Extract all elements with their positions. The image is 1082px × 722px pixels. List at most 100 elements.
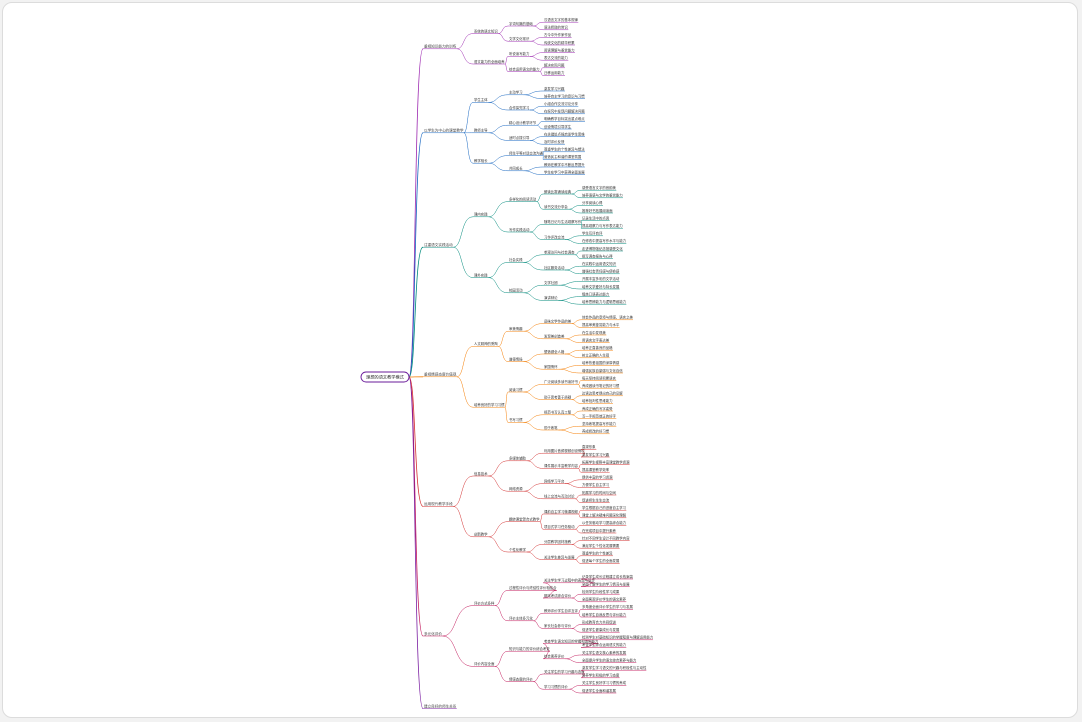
topic-node[interactable]: 知识与能力的评价综合考查 xyxy=(508,646,550,652)
topic-node[interactable]: 古今中外作家作品 xyxy=(543,32,572,38)
topic-node[interactable]: 培养良好的学习习惯 xyxy=(473,402,505,408)
topic-node[interactable]: 课前自主学习微课视频 xyxy=(543,509,579,515)
topic-node[interactable]: 记录学生成长过程建立成长档案袋 xyxy=(581,574,633,580)
topic-node[interactable]: 迁移运用能力 xyxy=(543,70,565,76)
topic-node[interactable]: 个性化教学 xyxy=(508,547,527,553)
topic-node[interactable]: 利用图片音频视频创设情境 xyxy=(543,448,585,454)
topic-node[interactable]: 记录生活中的点滴 xyxy=(581,215,610,221)
topic-node[interactable]: 增强社会责任感与使命感 xyxy=(581,269,620,275)
topic-node[interactable]: 精心设计教学环节 xyxy=(508,120,537,126)
topic-node[interactable]: 全面提升学生的语文综合素养与能力 xyxy=(581,657,637,663)
topic-node[interactable]: 激发学生学习兴趣 xyxy=(581,452,610,458)
topic-node[interactable]: 养成正确的写字姿势 xyxy=(581,406,613,412)
topic-node[interactable]: 综合素养评价 xyxy=(543,654,565,660)
topic-node[interactable]: 教师在教学中不断反思提升 xyxy=(543,162,585,168)
topic-node[interactable]: 边读边思考提出自己的见解 xyxy=(581,391,623,397)
topic-node[interactable]: 勤于思考善于质疑 xyxy=(543,394,572,400)
topic-node[interactable]: 促进每个学生的全面发展 xyxy=(581,558,620,564)
topic-node[interactable]: 阅读理解与鉴赏能力 xyxy=(543,47,575,53)
topic-node[interactable]: 促进学生全面和谐发展 xyxy=(581,688,617,694)
topic-node[interactable]: 情感态度的评价 xyxy=(508,676,533,682)
topic-node[interactable]: 激发学习兴趣 xyxy=(543,86,565,92)
topic-node[interactable]: 树立正确的人生观 xyxy=(581,353,610,359)
topic-node[interactable]: 分层教学因材施教 xyxy=(543,539,572,545)
topic-node[interactable]: 多角度全面评价学生的学习与发展 xyxy=(581,604,633,610)
topic-node[interactable]: 网络学习平台 xyxy=(543,478,565,484)
topic-node[interactable]: 检测学生对基础知识的掌握程度与理解运用能力 xyxy=(581,635,654,641)
topic-node[interactable]: 听说读写能力 xyxy=(508,51,530,57)
topic-node[interactable]: 共同成长 xyxy=(508,166,524,172)
topic-node[interactable]: 在实践中运用语文知识 xyxy=(581,261,617,267)
topic-node[interactable]: 小组合作交流讨论分享 xyxy=(543,101,579,107)
topic-node[interactable]: 培养语感与文学的鉴赏能力 xyxy=(581,193,623,199)
topic-node[interactable]: 在修改中提高写作水平与能力 xyxy=(581,238,627,244)
topic-node[interactable]: 表达交流的能力 xyxy=(543,55,568,61)
root-topic[interactable]: 理想的语文教学模式 xyxy=(360,371,410,383)
topic-node[interactable]: 重视情感态度价值观 xyxy=(423,372,457,378)
topic-node[interactable]: 注重语文实践活动 xyxy=(423,242,454,248)
topic-node[interactable]: 习作评改交流 xyxy=(543,234,565,240)
topic-node[interactable]: 项目式学习任务驱动 xyxy=(543,524,575,530)
topic-node[interactable]: 用语言文字表达美 xyxy=(581,337,610,343)
topic-node[interactable]: 全面了解学生的学习情况与发展 xyxy=(581,581,630,587)
topic-node[interactable]: 提高课堂教学效率 xyxy=(581,467,610,473)
topic-node[interactable]: 信息技术 xyxy=(473,471,489,477)
topic-node[interactable]: 建立良好的师生关系 xyxy=(423,703,457,709)
topic-node[interactable]: 道德情操 xyxy=(508,356,524,362)
topic-node[interactable]: 评价主体多元化 xyxy=(508,616,533,622)
topic-node[interactable]: 翻转课堂混合式教学 xyxy=(508,516,540,522)
topic-node[interactable]: 关注学生良好学习习惯的养成 xyxy=(581,680,627,686)
topic-node[interactable]: 品味文学作品的美 xyxy=(543,318,572,324)
topic-node[interactable]: 形成教育合力共同促进 xyxy=(581,619,617,625)
topic-node[interactable]: 方便学生自主学习 xyxy=(581,482,610,488)
topic-node[interactable]: 培养热爱祖国的深厚情感 xyxy=(581,360,620,366)
topic-node[interactable]: 教师评价学生自评互评 xyxy=(543,608,579,614)
topic-node[interactable]: 课堂上解决疑难问题深化理解 xyxy=(581,513,627,519)
topic-node[interactable]: 教学相长 xyxy=(473,158,489,164)
topic-node[interactable]: 促进学生健康成长与发展 xyxy=(581,627,620,633)
topic-node[interactable]: 激发学生学习语文的兴趣与积极性与主动性 xyxy=(581,665,647,671)
topic-node[interactable]: 撰写调查报告与心得 xyxy=(581,253,613,259)
topic-node[interactable]: 关注学生差异与发展 xyxy=(543,554,575,560)
topic-node[interactable]: 读书交流分享会 xyxy=(543,204,568,210)
topic-node[interactable]: 在生活中发现美 xyxy=(581,330,606,336)
topic-node[interactable]: 拓展学生视野丰富课堂教学资源 xyxy=(581,459,630,465)
topic-node[interactable]: 课件展示丰富教学内容 xyxy=(543,463,579,469)
topic-node[interactable]: 培养学生自我反思与评价能力 xyxy=(581,612,627,618)
topic-node[interactable]: 适时点拨引导 xyxy=(508,135,530,141)
topic-node[interactable]: 社会实践 xyxy=(508,257,524,263)
topic-node[interactable]: 重视知识能力的训练 xyxy=(423,44,457,50)
topic-node[interactable]: 演讲辩论 xyxy=(543,295,559,301)
topic-node[interactable]: 运用现代教学手段 xyxy=(423,501,454,507)
topic-node[interactable]: 多元化评价 xyxy=(423,631,443,637)
topic-node[interactable]: 提高审美鉴赏能力与水平 xyxy=(581,322,620,328)
topic-node[interactable]: 培养自主学习的意识与习惯 xyxy=(543,93,585,99)
topic-node[interactable]: 塑造健全人格 xyxy=(543,349,565,355)
topic-node[interactable]: 师生平等对话交流沟通 xyxy=(508,150,544,156)
topic-node[interactable]: 书写习惯 xyxy=(508,417,524,423)
topic-node[interactable]: 家国情怀 xyxy=(543,364,559,370)
topic-node[interactable]: 课外实践 xyxy=(473,272,489,278)
topic-node[interactable]: 线上交流与互动讨论 xyxy=(543,494,575,500)
topic-node[interactable]: 走进博物馆纪念馆感受文化 xyxy=(581,246,623,252)
topic-node[interactable]: 语法修辞的常识 xyxy=(543,25,568,31)
topic-node[interactable]: 考查学生综合运用语文的能力 xyxy=(581,642,627,648)
topic-node[interactable]: 广泛阅读多读书读好书 xyxy=(543,379,579,385)
topic-node[interactable]: 评价方式多样 xyxy=(473,600,495,606)
topic-node[interactable]: 学生互评自评 xyxy=(581,231,603,237)
topic-node[interactable]: 字词句篇的基础 xyxy=(508,21,533,27)
topic-node[interactable]: 养成做读书笔记的好习惯 xyxy=(581,383,620,389)
topic-node[interactable]: 考查学生语文知识的掌握和运用能力 xyxy=(543,638,599,644)
topic-node[interactable]: 多媒体辅助 xyxy=(508,456,527,462)
topic-node[interactable]: 养成修改的好习惯 xyxy=(581,429,610,435)
topic-node[interactable]: 在探究中发现问题解决问题 xyxy=(543,109,585,115)
topic-node[interactable]: 写一手规范端正的好字 xyxy=(581,413,617,419)
topic-node[interactable]: 及时评价反馈 xyxy=(543,139,565,145)
topic-node[interactable]: 创设情境引导学生 xyxy=(543,124,572,130)
topic-node[interactable]: 关注学生学习过程中的表现与进步 xyxy=(543,578,595,584)
topic-node[interactable]: 多样化的阅读活动 xyxy=(508,196,537,202)
topic-node[interactable]: 每天坚持阅读积累语言 xyxy=(581,375,617,381)
topic-node[interactable]: 解决实际问题 xyxy=(543,63,565,69)
topic-node[interactable]: 尊重学生的个性差异与想法 xyxy=(543,147,585,153)
topic-node[interactable]: 教师主导 xyxy=(473,128,489,134)
